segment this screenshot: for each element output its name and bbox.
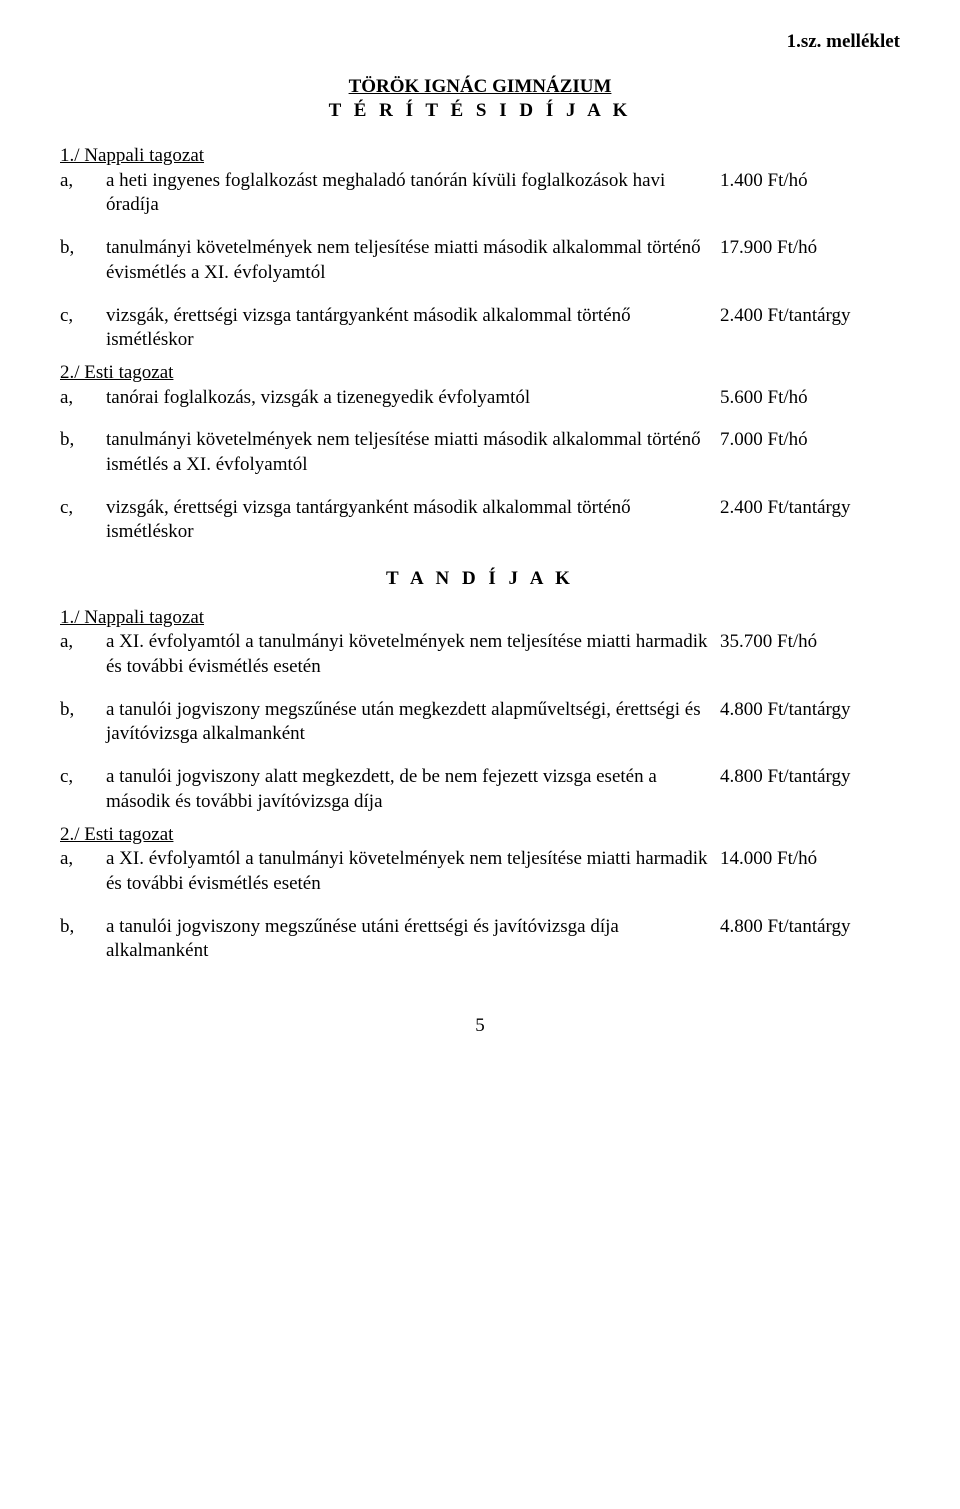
item-amount: 7.000 Ft/hó <box>720 428 900 477</box>
page-number: 5 <box>60 1014 900 1039</box>
title-line2: T É R Í T É S I D Í J A K <box>200 99 760 124</box>
item-desc: tanulmányi követelmények nem teljesítése… <box>106 236 720 285</box>
item-desc: tanulmányi követelmények nem teljesítése… <box>106 428 720 477</box>
item-label: c, <box>60 765 106 814</box>
item-desc: vizsgák, érettségi vizsga tantárgyanként… <box>106 304 720 353</box>
item-label: a, <box>60 847 106 896</box>
item-amount: 35.700 Ft/hó <box>720 630 900 679</box>
section3-table: a, a XI. évfolyamtól a tanulmányi követe… <box>60 630 900 814</box>
section1-table: a, a heti ingyenes foglalkozást meghalad… <box>60 169 900 353</box>
item-label: b, <box>60 915 106 964</box>
item-desc: a tanulói jogviszony alatt megkezdett, d… <box>106 765 720 814</box>
item-amount: 14.000 Ft/hó <box>720 847 900 896</box>
item-desc: a XI. évfolyamtól a tanulmányi követelmé… <box>106 847 720 896</box>
table-row: c, a tanulói jogviszony alatt megkezdett… <box>60 765 900 814</box>
table-row: b, a tanulói jogviszony megszűnése utáni… <box>60 915 900 964</box>
item-amount: 4.800 Ft/tantárgy <box>720 698 900 747</box>
table-row: c, vizsgák, érettségi vizsga tantárgyank… <box>60 304 900 353</box>
item-amount: 4.800 Ft/tantárgy <box>720 915 900 964</box>
table-row: c, vizsgák, érettségi vizsga tantárgyank… <box>60 496 900 545</box>
item-amount: 5.600 Ft/hó <box>720 386 900 411</box>
table-row: a, a XI. évfolyamtól a tanulmányi követe… <box>60 630 900 679</box>
subheading-tandijak: T A N D Í J A K <box>60 567 900 592</box>
table-row: b, tanulmányi követelmények nem teljesít… <box>60 236 900 285</box>
table-row: b, tanulmányi követelmények nem teljesít… <box>60 428 900 477</box>
item-desc: a heti ingyenes foglalkozást meghaladó t… <box>106 169 720 218</box>
item-label: a, <box>60 386 106 411</box>
item-label: b, <box>60 236 106 285</box>
section4-table: a, a XI. évfolyamtól a tanulmányi követe… <box>60 847 900 964</box>
item-amount: 2.400 Ft/tantárgy <box>720 304 900 353</box>
section3-heading: 1./ Nappali tagozat <box>60 606 900 631</box>
section2-table: a, tanórai foglalkozás, vizsgák a tizene… <box>60 386 900 545</box>
item-desc: a tanulói jogviszony megszűnése után meg… <box>106 698 720 747</box>
attachment-label: 1.sz. melléklet <box>60 30 900 55</box>
section1-heading: 1./ Nappali tagozat <box>60 144 900 169</box>
section2-heading: 2./ Esti tagozat <box>60 361 900 386</box>
item-label: c, <box>60 496 106 545</box>
item-amount: 2.400 Ft/tantárgy <box>720 496 900 545</box>
item-amount: 1.400 Ft/hó <box>720 169 900 218</box>
item-label: b, <box>60 428 106 477</box>
item-amount: 4.800 Ft/tantárgy <box>720 765 900 814</box>
item-label: b, <box>60 698 106 747</box>
item-desc: vizsgák, érettségi vizsga tantárgyanként… <box>106 496 720 545</box>
table-row: a, a heti ingyenes foglalkozást meghalad… <box>60 169 900 218</box>
item-amount: 17.900 Ft/hó <box>720 236 900 285</box>
table-row: a, a XI. évfolyamtól a tanulmányi követe… <box>60 847 900 896</box>
section4-heading: 2./ Esti tagozat <box>60 823 900 848</box>
item-label: c, <box>60 304 106 353</box>
table-row: b, a tanulói jogviszony megszűnése után … <box>60 698 900 747</box>
item-label: a, <box>60 169 106 218</box>
item-label: a, <box>60 630 106 679</box>
item-desc: tanórai foglalkozás, vizsgák a tizenegye… <box>106 386 720 411</box>
table-row: a, tanórai foglalkozás, vizsgák a tizene… <box>60 386 900 411</box>
item-desc: a XI. évfolyamtól a tanulmányi követelmé… <box>106 630 720 679</box>
title-block: TÖRÖK IGNÁC GIMNÁZIUM T É R Í T É S I D … <box>60 75 900 124</box>
title-line1: TÖRÖK IGNÁC GIMNÁZIUM <box>200 75 760 100</box>
item-desc: a tanulói jogviszony megszűnése utáni ér… <box>106 915 720 964</box>
